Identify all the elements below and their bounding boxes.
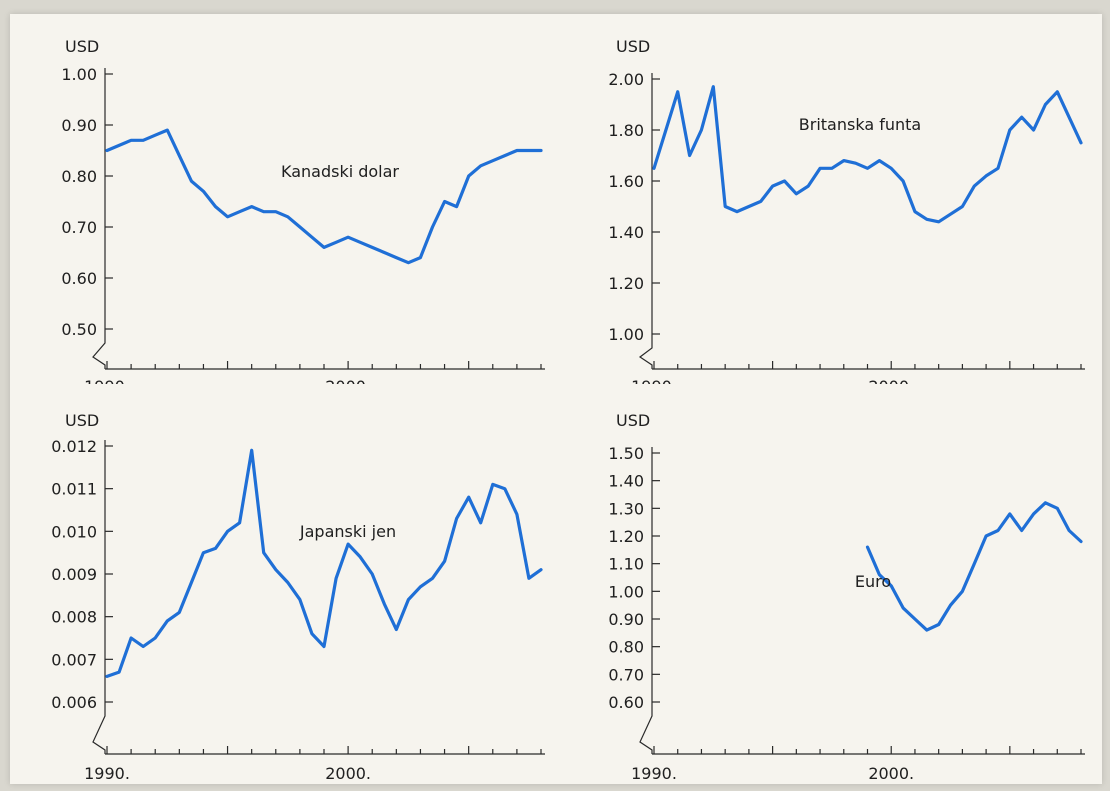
series-label: Kanadski dolar bbox=[281, 162, 399, 181]
chart-eur: USD 0.60 0.70 0.80 0.90 1.00 1.10 1.20 1.30 1.40 1… bbox=[608, 411, 1085, 783]
y-tick-label: 0.60 bbox=[608, 693, 644, 712]
y-tick-label: 1.00 bbox=[608, 325, 644, 344]
y-tick-label: 0.007 bbox=[51, 650, 97, 669]
chart-gbp: USD 1.00 1.20 1.40 1.60 1.80 2.00 1990. 2000. Bri… bbox=[608, 37, 1085, 384]
series-line bbox=[105, 128, 543, 265]
y-tick-label: 0.80 bbox=[61, 167, 97, 186]
y-tick-label: 1.00 bbox=[61, 65, 97, 84]
y-tick-label: 0.012 bbox=[51, 437, 97, 456]
y-tick-label: 0.008 bbox=[51, 608, 97, 627]
y-tick-label: 0.60 bbox=[61, 269, 97, 288]
y-tick-label: 1.10 bbox=[608, 555, 644, 574]
series-label: Japanski jen bbox=[299, 522, 396, 541]
y-axis-line bbox=[92, 440, 106, 754]
y-axis-unit: USD bbox=[65, 37, 99, 56]
x-tick-label: 2000. bbox=[868, 377, 914, 384]
y-tick-label: 1.20 bbox=[608, 527, 644, 546]
chart-jpy: USD 0.006 0.007 0.008 0.009 0.010 0.011 0.012 19… bbox=[51, 411, 545, 783]
chart-panel-gbp: USD 1.00 1.20 1.40 1.60 1.80 2.00 1990. 2000. Bri… bbox=[560, 14, 1095, 384]
x-tick-label: 2000. bbox=[325, 764, 371, 783]
y-tick-label: 1.80 bbox=[608, 121, 644, 140]
chart-cad: USD 0.50 0.60 0.70 0.80 0.90 1.00 1990. 2000. Kan… bbox=[61, 37, 545, 384]
y-axis-unit: USD bbox=[616, 37, 650, 56]
y-axis-line bbox=[639, 447, 653, 754]
x-tick-label: 1990. bbox=[631, 764, 677, 783]
y-tick-label: 0.70 bbox=[608, 665, 644, 684]
chart-panel-cad: USD 0.50 0.60 0.70 0.80 0.90 1.00 1990. 2000. Kan… bbox=[10, 14, 545, 384]
y-tick-label: 0.006 bbox=[51, 693, 97, 712]
series-line bbox=[652, 85, 1083, 224]
y-tick-label: 0.011 bbox=[51, 480, 97, 499]
y-tick-label: 0.009 bbox=[51, 565, 97, 584]
y-tick-label: 1.00 bbox=[608, 582, 644, 601]
y-axis-unit: USD bbox=[65, 411, 99, 430]
y-axis-line bbox=[92, 68, 106, 369]
y-tick-label: 1.40 bbox=[608, 472, 644, 491]
figure-page: USD 0.50 0.60 0.70 0.80 0.90 1.00 1990. 2000. Kan… bbox=[10, 14, 1102, 784]
x-tick-label: 2000. bbox=[325, 377, 371, 384]
x-tick-label: 1990. bbox=[631, 377, 677, 384]
y-tick-label: 1.20 bbox=[608, 274, 644, 293]
x-tick-label: 1990. bbox=[84, 764, 130, 783]
series-line bbox=[865, 501, 1083, 632]
series-line bbox=[105, 448, 543, 678]
y-tick-label: 0.90 bbox=[61, 116, 97, 135]
x-tick-label: 1990. bbox=[84, 377, 130, 384]
y-tick-label: 0.70 bbox=[61, 218, 97, 237]
y-axis-unit: USD bbox=[616, 411, 650, 430]
chart-panel-eur: USD 0.60 0.70 0.80 0.90 1.00 1.10 1.20 1.30 1.40 1… bbox=[560, 399, 1095, 783]
x-tick-label: 2000. bbox=[868, 764, 914, 783]
y-tick-label: 0.010 bbox=[51, 522, 97, 541]
y-tick-label: 1.50 bbox=[608, 444, 644, 463]
series-label: Britanska funta bbox=[799, 115, 921, 134]
y-tick-label: 1.60 bbox=[608, 172, 644, 191]
y-tick-label: 0.90 bbox=[608, 610, 644, 629]
y-tick-label: 2.00 bbox=[608, 70, 644, 89]
series-label: Euro bbox=[855, 572, 891, 591]
y-axis-line bbox=[638, 73, 653, 369]
y-tick-label: 1.30 bbox=[608, 499, 644, 518]
y-tick-label: 1.40 bbox=[608, 223, 644, 242]
y-tick-label: 0.80 bbox=[608, 638, 644, 657]
chart-panel-jpy: USD 0.006 0.007 0.008 0.009 0.010 0.011 0.012 19… bbox=[10, 399, 545, 783]
y-tick-label: 0.50 bbox=[61, 320, 97, 339]
